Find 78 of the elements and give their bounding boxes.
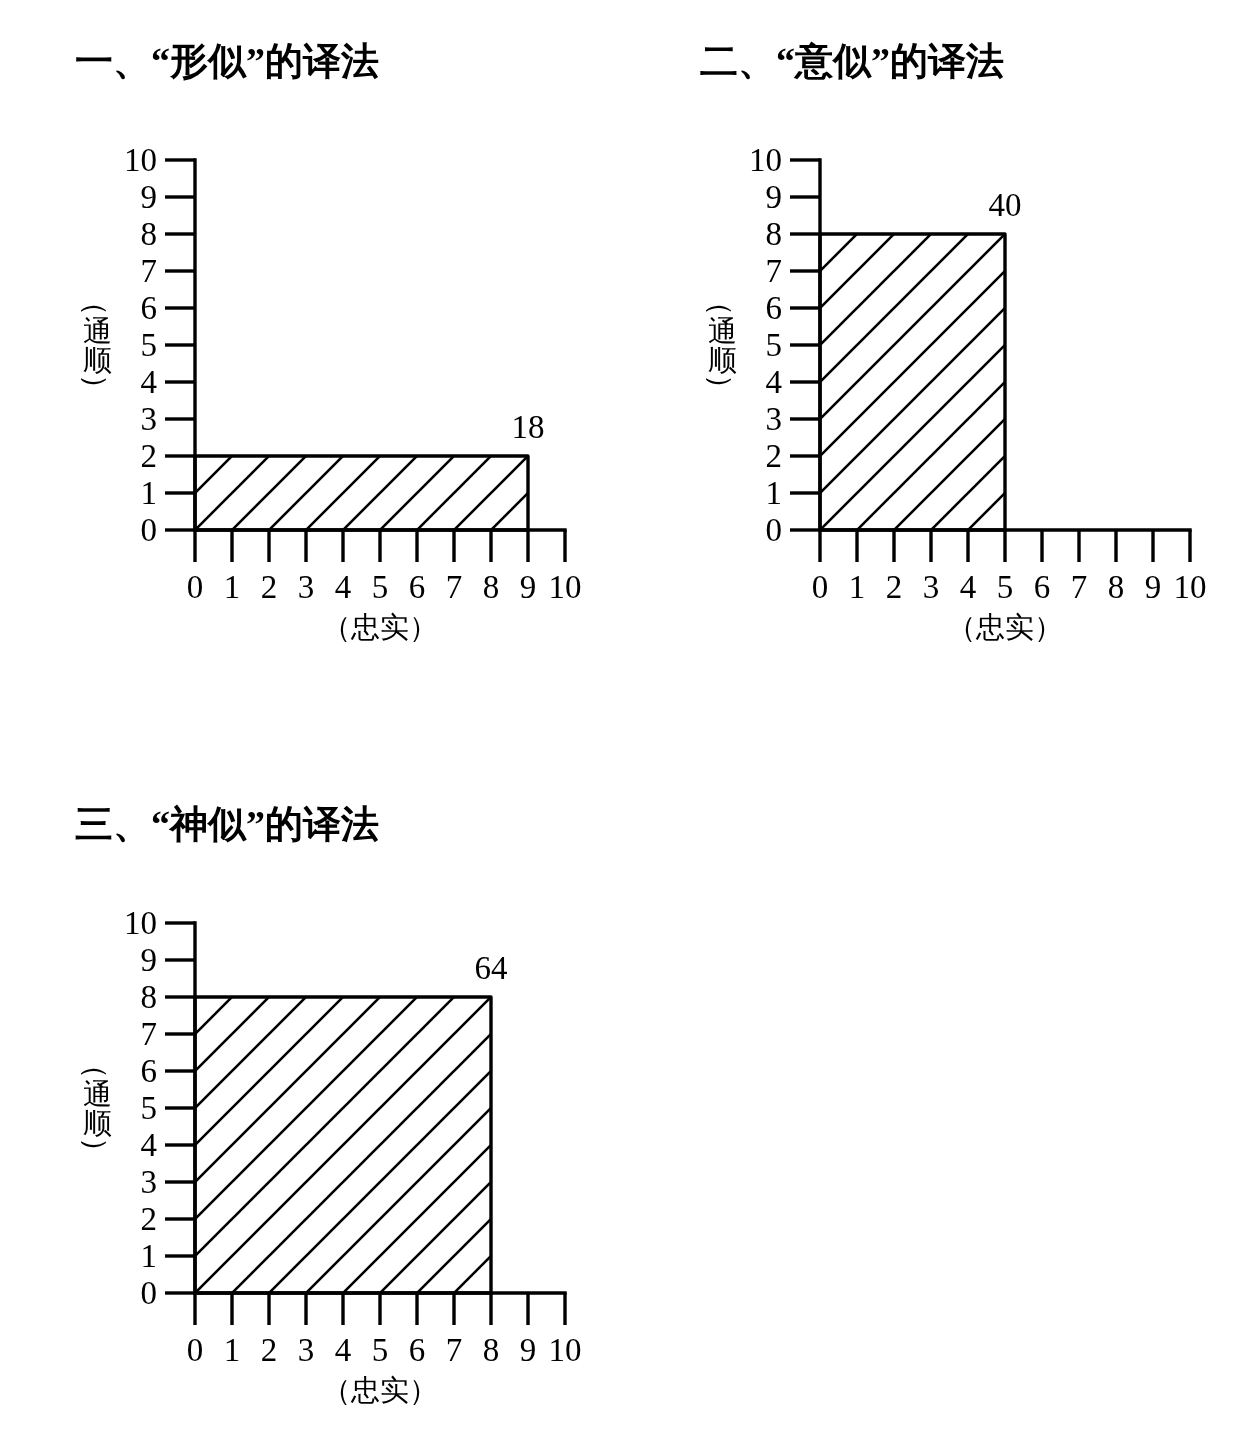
- y-axis-title: （通顺）: [79, 287, 112, 403]
- y-tick-label: 2: [765, 438, 782, 474]
- x-tick-label: 4: [334, 569, 352, 605]
- x-tick-label: 8: [1107, 569, 1125, 605]
- y-tick-label: 4: [140, 364, 157, 400]
- y-tick-label: 5: [765, 327, 782, 363]
- x-tick-label: 2: [260, 569, 278, 605]
- x-tick-label: 4: [959, 569, 977, 605]
- x-tick-label: 0: [186, 1332, 204, 1368]
- y-tick-label: 1: [140, 1238, 157, 1274]
- y-tick-label: 6: [765, 290, 782, 326]
- x-tick-label: 6: [1033, 569, 1051, 605]
- x-tick-label: 3: [297, 1332, 315, 1368]
- annotation: 40: [988, 187, 1022, 223]
- x-tick-label: 9: [1144, 569, 1162, 605]
- x-tick-label: 8: [482, 569, 500, 605]
- chart-title: 三、“神似”的译法: [75, 803, 379, 845]
- y-tick-label: 1: [140, 475, 157, 511]
- y-tick-label: 7: [765, 253, 782, 289]
- y-tick-label: 2: [140, 438, 157, 474]
- y-tick-label: 9: [140, 942, 157, 978]
- y-tick-label: 10: [124, 905, 157, 941]
- y-tick-label: 3: [140, 401, 157, 437]
- x-tick-label: 2: [885, 569, 903, 605]
- y-tick-label: 7: [140, 253, 157, 289]
- x-tick-label: 9: [519, 569, 537, 605]
- x-tick-label: 1: [223, 569, 241, 605]
- y-tick-label: 10: [749, 142, 782, 178]
- x-tick-label: 5: [371, 1332, 389, 1368]
- x-tick-label: 6: [408, 1332, 426, 1368]
- y-tick-label: 9: [765, 179, 782, 215]
- x-axis-title: （忠实）: [947, 611, 1063, 643]
- x-tick-label: 5: [996, 569, 1014, 605]
- x-axis-title: （忠实）: [322, 1374, 438, 1406]
- x-tick-label: 2: [260, 1332, 278, 1368]
- y-tick-label: 8: [140, 979, 157, 1015]
- y-tick-label: 8: [140, 216, 157, 252]
- y-tick-label: 6: [140, 1053, 157, 1089]
- y-tick-label: 4: [765, 364, 782, 400]
- y-tick-label: 4: [140, 1127, 157, 1163]
- y-tick-label: 0: [140, 1275, 157, 1311]
- y-tick-label: 0: [140, 512, 157, 548]
- y-tick-label: 0: [765, 512, 782, 548]
- x-tick-label: 8: [482, 1332, 500, 1368]
- x-tick-label: 0: [811, 569, 829, 605]
- annotation: 64: [474, 950, 508, 986]
- y-tick-label: 3: [765, 401, 782, 437]
- y-tick-label: 1: [765, 475, 782, 511]
- y-tick-label: 5: [140, 1090, 157, 1126]
- y-tick-label: 9: [140, 179, 157, 215]
- x-tick-label: 1: [223, 1332, 241, 1368]
- x-tick-label: 7: [445, 1332, 463, 1368]
- x-tick-label: 10: [548, 569, 582, 605]
- y-axis-title: （通顺）: [79, 1050, 112, 1166]
- y-tick-label: 10: [124, 142, 157, 178]
- y-tick-label: 6: [140, 290, 157, 326]
- y-tick-label: 3: [140, 1164, 157, 1200]
- y-axis-title: （通顺）: [704, 287, 737, 403]
- annotation: 18: [511, 409, 545, 445]
- x-tick-label: 3: [922, 569, 940, 605]
- x-tick-label: 3: [297, 569, 315, 605]
- x-tick-label: 5: [371, 569, 389, 605]
- y-tick-label: 7: [140, 1016, 157, 1052]
- x-tick-label: 7: [445, 569, 463, 605]
- x-tick-label: 10: [1173, 569, 1207, 605]
- y-tick-label: 2: [140, 1201, 157, 1237]
- x-tick-label: 6: [408, 569, 426, 605]
- x-axis-title: （忠实）: [322, 611, 438, 643]
- x-tick-label: 10: [548, 1332, 582, 1368]
- x-tick-label: 7: [1070, 569, 1088, 605]
- chart-title: 一、“形似”的译法: [75, 40, 379, 82]
- x-tick-label: 4: [334, 1332, 352, 1368]
- x-tick-label: 9: [519, 1332, 537, 1368]
- x-tick-label: 0: [186, 569, 204, 605]
- y-tick-label: 5: [140, 327, 157, 363]
- x-tick-label: 1: [848, 569, 866, 605]
- chart-title: 二、“意似”的译法: [700, 40, 1004, 82]
- y-tick-label: 8: [765, 216, 782, 252]
